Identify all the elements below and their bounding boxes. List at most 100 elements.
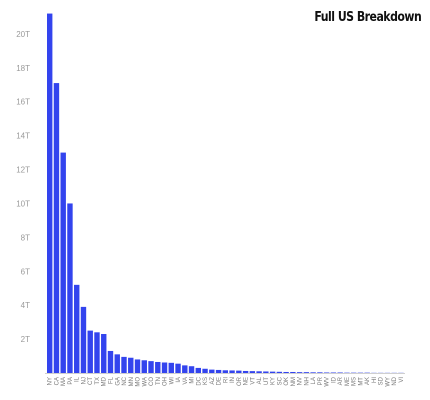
bar-ks <box>202 368 208 373</box>
x-tick-label: NV <box>298 377 304 385</box>
y-tick-label: 6T <box>21 267 30 276</box>
y-tick-label: 18T <box>16 64 30 73</box>
bar-al <box>256 371 262 373</box>
bar-wi <box>168 362 174 373</box>
x-tick-label: DE <box>217 377 223 385</box>
bar-co <box>148 361 154 373</box>
x-tick-label: MD <box>102 376 108 386</box>
x-tick-label: NM <box>291 377 297 386</box>
bar-va <box>182 365 188 373</box>
x-tick-label: FL <box>108 376 114 384</box>
bar-in <box>229 370 235 373</box>
bar-ny <box>47 13 53 374</box>
y-tick-label: 20T <box>16 30 30 39</box>
x-tick-label: GA <box>115 377 121 386</box>
x-tick-label: PR <box>318 376 324 385</box>
x-tick-label: IN <box>230 377 236 383</box>
x-tick-label: CT <box>88 377 94 385</box>
bar-ar <box>337 372 343 373</box>
bar-ri <box>222 370 229 373</box>
bar-sc <box>276 371 283 373</box>
x-tick-label: OR <box>237 376 243 386</box>
bar-dc <box>195 367 201 373</box>
x-tick-label: IL <box>75 376 81 382</box>
bars <box>47 13 404 374</box>
x-tick-label: MN <box>129 377 135 386</box>
x-tick-label: WV <box>325 377 331 387</box>
x-tick-label: DC <box>196 376 202 385</box>
bar-ut <box>263 371 269 373</box>
x-tick-label: WA <box>142 377 148 386</box>
x-tick-label: VA <box>183 377 189 385</box>
bar-fl <box>107 350 114 373</box>
chart-title: Full US Breakdown <box>314 10 421 25</box>
x-tick-label: RI <box>223 377 229 383</box>
x-axis-ticks: NY CA MA PA IL NJ CT TX MD FL GA NC MN MO WA CO TN OH WI IA… <box>48 376 405 386</box>
x-tick-label: TX <box>95 377 101 385</box>
bar-ky <box>269 371 276 373</box>
bar-or <box>236 370 242 373</box>
x-tick-label: VI <box>399 377 405 383</box>
bar-ct <box>87 330 93 373</box>
x-tick-label: IA <box>176 377 182 383</box>
bar-pa <box>67 203 73 373</box>
x-tick-label: NY <box>48 377 54 385</box>
x-tick-label: AK <box>365 377 371 385</box>
bar-mo <box>134 359 141 373</box>
x-tick-label: AL <box>257 376 263 384</box>
bar-ga <box>114 354 120 373</box>
bar-id <box>330 372 337 373</box>
x-tick-label: NJ <box>81 377 87 384</box>
y-tick-label: 16T <box>16 98 30 107</box>
y-tick-label: 12T <box>16 166 30 175</box>
bar-tn <box>155 361 161 373</box>
bar-oh <box>161 362 168 373</box>
bar-la <box>310 372 316 373</box>
bar-nc <box>121 356 127 373</box>
x-tick-label: ID <box>331 376 337 383</box>
x-tick-label: OH <box>163 377 169 386</box>
x-tick-label: ME <box>345 377 351 386</box>
x-tick-label: VT <box>250 377 256 385</box>
x-tick-label: LA <box>311 377 317 384</box>
bar-de <box>215 369 222 373</box>
bar-ne <box>242 370 249 373</box>
bar-az <box>209 369 215 373</box>
x-tick-label: PA <box>68 377 74 385</box>
y-tick-label: 4T <box>21 301 30 310</box>
bar-tx <box>94 332 100 373</box>
x-tick-label: CA <box>54 377 60 385</box>
x-tick-label: KS <box>203 377 209 385</box>
bar-vt <box>249 371 256 373</box>
bar-ia <box>175 363 181 373</box>
x-tick-label: AZ <box>210 377 216 385</box>
x-tick-label: KY <box>271 377 277 385</box>
bar-ca <box>53 83 60 373</box>
y-tick-label: 2T <box>21 335 30 344</box>
bar-nv <box>296 372 303 373</box>
bar-nj <box>80 306 87 373</box>
y-tick-label: 8T <box>21 233 30 242</box>
bar-pr <box>317 372 323 373</box>
x-tick-label: SC <box>277 376 283 385</box>
x-tick-label: TN <box>156 377 162 385</box>
x-tick-label: WY <box>385 377 391 387</box>
x-tick-label: MA <box>61 377 67 386</box>
bar-mn <box>128 357 134 373</box>
y-tick-label: 14T <box>16 132 30 141</box>
x-tick-label: CO <box>149 377 155 386</box>
bar-wv <box>323 372 330 373</box>
x-tick-label: MT <box>358 377 364 386</box>
x-tick-label: NH <box>304 377 310 386</box>
x-tick-label: MO <box>136 377 142 387</box>
bar-ma <box>60 152 66 373</box>
y-tick-label: 10T <box>16 199 30 208</box>
x-tick-label: HI <box>372 377 378 383</box>
bar-md <box>101 334 107 373</box>
y-axis-ticks: 2T 4T 6T 8T 10T 12T 14T 16T 18T 20T <box>16 30 30 344</box>
x-tick-label: SD <box>379 376 385 385</box>
bar-nh <box>303 372 310 373</box>
x-tick-label: ND <box>392 376 398 385</box>
bar-ok <box>283 371 289 373</box>
